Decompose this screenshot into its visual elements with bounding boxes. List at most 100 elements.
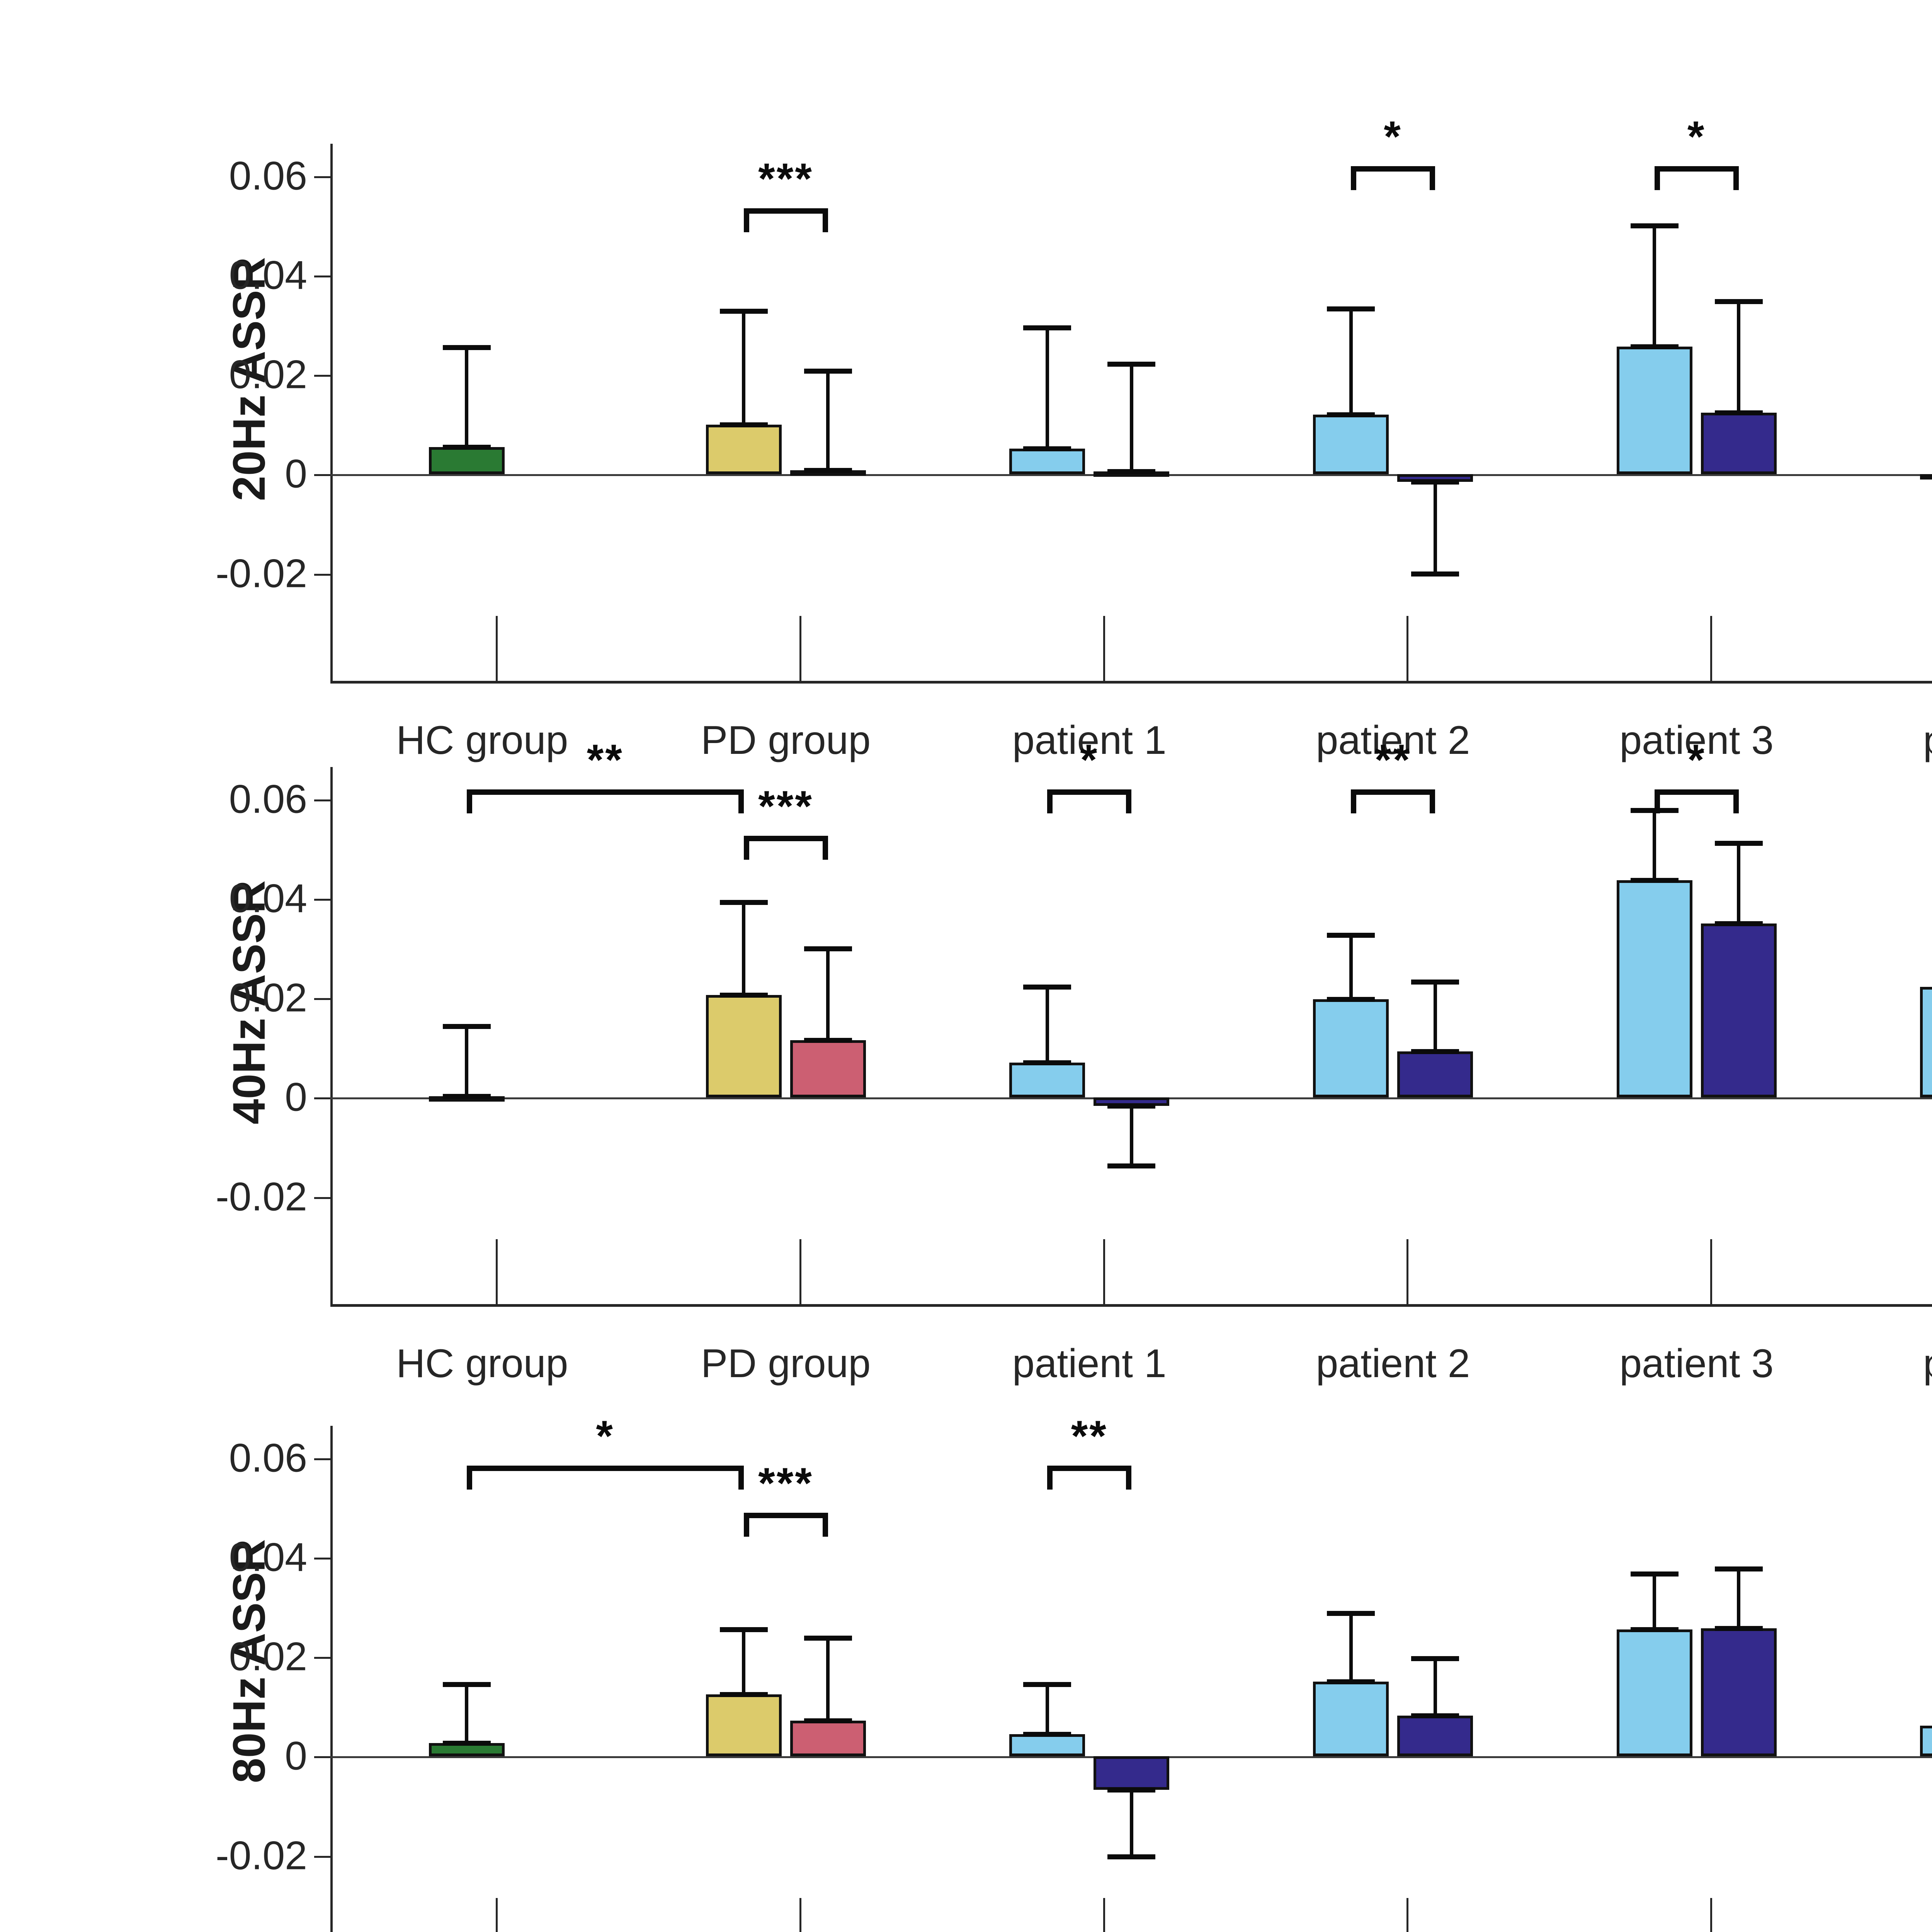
error-bar-cap [1714, 1626, 1763, 1631]
bracket-left-leg [1654, 789, 1660, 813]
bracket-right-leg [822, 208, 828, 233]
bracket-right-leg [1733, 166, 1739, 190]
error-bar-cap [1327, 1611, 1375, 1616]
significance-stars: * [596, 1412, 614, 1460]
bracket-right-leg [1733, 789, 1739, 813]
error-bar [826, 371, 830, 471]
error-bar [1653, 1574, 1656, 1630]
y-tick-mark [314, 573, 330, 576]
error-bar [1129, 1789, 1133, 1857]
error-bar-cap [804, 946, 852, 951]
bracket-left-leg [743, 208, 749, 233]
significance-stars: * [1080, 735, 1099, 784]
error-bar-cap [1327, 1679, 1375, 1685]
bracket-right-leg [1126, 789, 1132, 813]
bracket-top-line [1047, 789, 1132, 795]
significance-bracket [743, 208, 828, 233]
error-bar [1045, 1684, 1049, 1734]
x-tick-mark [799, 1898, 801, 1932]
error-bar-cap [719, 900, 768, 905]
bracket-top-line [743, 1513, 828, 1519]
bracket-top-line [1654, 789, 1739, 795]
error-bar-cap [1107, 1854, 1156, 1860]
x-tick-label-patient-4: patient 4 [1923, 718, 1932, 764]
bracket-left-leg [743, 835, 749, 860]
significance-stars: *** [758, 1459, 813, 1508]
error-bar-cap [442, 1024, 491, 1029]
error-bar-cap [804, 1718, 852, 1723]
significance-stars: * [1384, 112, 1402, 161]
error-bar-cap [1714, 1566, 1763, 1572]
significance-bracket [466, 789, 744, 813]
bracket-left-leg [1047, 789, 1053, 813]
error-bar [826, 948, 830, 1041]
y-axis-line [330, 144, 333, 681]
bar [1616, 346, 1692, 474]
bracket-right-leg [738, 1465, 744, 1490]
bar [1920, 1725, 1932, 1757]
y-tick-mark [314, 1458, 330, 1460]
bar [1313, 1682, 1389, 1757]
error-bar-cap [1411, 1049, 1459, 1054]
x-tick-mark [1406, 616, 1409, 681]
bar [429, 447, 505, 474]
error-bar-cap [804, 368, 852, 374]
bracket-right-leg [738, 789, 744, 813]
error-bar [1433, 481, 1437, 574]
error-bar-cap [1107, 1163, 1156, 1168]
x-tick-label-patient-1: patient 1 [1012, 718, 1167, 763]
x-tick-mark [496, 1239, 498, 1304]
y-tick-label: 0.06 [229, 153, 307, 199]
error-bar [1433, 981, 1437, 1051]
bar [706, 424, 782, 474]
error-bar-cap [1411, 979, 1459, 985]
error-bar [826, 1638, 830, 1721]
bracket-left-leg [743, 1513, 749, 1537]
y-tick-label: 0 [285, 1733, 307, 1779]
y-tick-label: -0.02 [215, 1833, 307, 1878]
bar [1920, 474, 1932, 480]
significance-bracket [1047, 789, 1132, 813]
x-tick-mark [1710, 1239, 1713, 1304]
bar [1397, 1715, 1473, 1757]
significance-stars: *** [758, 155, 813, 203]
error-bar-cap [442, 444, 491, 450]
bracket-right-leg [822, 835, 828, 860]
bracket-right-leg [1126, 1465, 1132, 1490]
error-bar-cap [1023, 984, 1071, 990]
y-tick-label: 0.04 [229, 1535, 307, 1580]
error-bar-cap [1107, 361, 1156, 367]
plot-area: *********** [314, 738, 1932, 1307]
y-tick-mark [314, 1855, 330, 1858]
error-bar-cap [1411, 479, 1459, 485]
x-tick-label-patient-1: patient 1 [1012, 1341, 1167, 1386]
error-bar-cap [1107, 1787, 1156, 1793]
error-bar-cap [1411, 571, 1459, 577]
error-bar [742, 311, 746, 425]
bracket-left-leg [1351, 166, 1356, 190]
error-bar-cap [1107, 469, 1156, 474]
error-bar-cap [1327, 412, 1375, 418]
bracket-left-leg [466, 789, 472, 813]
error-bar [1045, 327, 1049, 449]
x-tick-label-HC-group: HC group [396, 718, 568, 763]
bracket-right-leg [1430, 789, 1435, 813]
error-bar [1653, 810, 1656, 881]
error-bar-cap [719, 309, 768, 314]
significance-stars: ** [1071, 1412, 1108, 1460]
error-bar-cap [1714, 840, 1763, 846]
x-tick-label-patient-2: patient 2 [1316, 718, 1470, 763]
x-tick-mark [1406, 1898, 1409, 1932]
y-axis-line [330, 1426, 333, 1932]
bracket-top-line [743, 835, 828, 841]
error-bar [1129, 364, 1133, 471]
y-tick-label: 0.02 [229, 975, 307, 1020]
error-bar-cap [719, 1692, 768, 1697]
y-tick-mark [314, 1197, 330, 1199]
error-bar-cap [1630, 223, 1679, 229]
x-tick-mark [1103, 1239, 1105, 1304]
significance-bracket [1351, 789, 1435, 813]
y-tick-label: 0.02 [229, 352, 307, 397]
y-tick-label: -0.02 [215, 551, 307, 596]
x-tick-mark [1710, 1898, 1713, 1932]
